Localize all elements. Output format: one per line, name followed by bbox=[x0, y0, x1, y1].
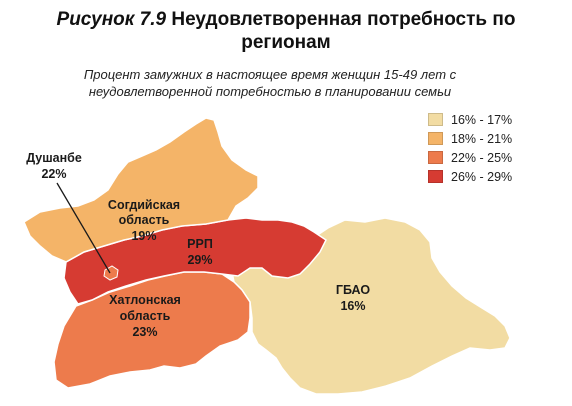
dushanbe-leader-line bbox=[56, 182, 111, 274]
dushanbe-value: 22% bbox=[41, 167, 66, 181]
legend-label: 18% - 21% bbox=[451, 131, 513, 146]
figure-number: Рисунок 7.9 bbox=[56, 9, 167, 30]
legend-item: 26% - 29% bbox=[428, 167, 512, 186]
legend-swatch bbox=[428, 113, 443, 126]
legend-item: 22% - 25% bbox=[428, 148, 512, 167]
figure-title: Рисунок 7.9 Неудовлетворенная потребност… bbox=[0, 8, 572, 54]
sogd-name-line2: область bbox=[119, 213, 170, 227]
rrp-value: 29% bbox=[187, 253, 212, 267]
map-legend: 16% - 17% 18% - 21% 22% - 25% 26% - 29% bbox=[428, 110, 512, 186]
legend-label: 16% - 17% bbox=[451, 112, 513, 127]
rrp-name: РРП bbox=[187, 237, 213, 251]
gbao-value: 16% bbox=[340, 299, 365, 313]
khatlon-value: 23% bbox=[132, 325, 157, 339]
sogd-value: 19% bbox=[131, 229, 156, 243]
legend-swatch bbox=[428, 151, 443, 164]
legend-swatch bbox=[428, 132, 443, 145]
khatlon-name-line1: Хатлонская bbox=[109, 293, 181, 307]
legend-item: 18% - 21% bbox=[428, 129, 512, 148]
legend-label: 26% - 29% bbox=[451, 169, 513, 184]
legend-label: 22% - 25% bbox=[451, 150, 513, 165]
figure-subtitle: Процент замужних в настоящее время женщи… bbox=[0, 66, 540, 100]
sogd-name-line1: Согдийская bbox=[108, 198, 180, 212]
khatlon-name-line2: область bbox=[120, 309, 171, 323]
subtitle-line1: Процент замужних в настоящее время женщи… bbox=[83, 67, 457, 82]
dushanbe-name: Душанбе bbox=[26, 151, 82, 165]
subtitle-line2: неудовлетворенной потребностью в планиро… bbox=[88, 84, 452, 99]
figure-title-line1: Неудовлетворенная потребность по bbox=[171, 9, 516, 30]
legend-item: 16% - 17% bbox=[428, 110, 512, 129]
gbao-name: ГБАО bbox=[336, 283, 370, 297]
figure-title-line2: регионам bbox=[241, 32, 331, 53]
legend-swatch bbox=[428, 170, 443, 183]
